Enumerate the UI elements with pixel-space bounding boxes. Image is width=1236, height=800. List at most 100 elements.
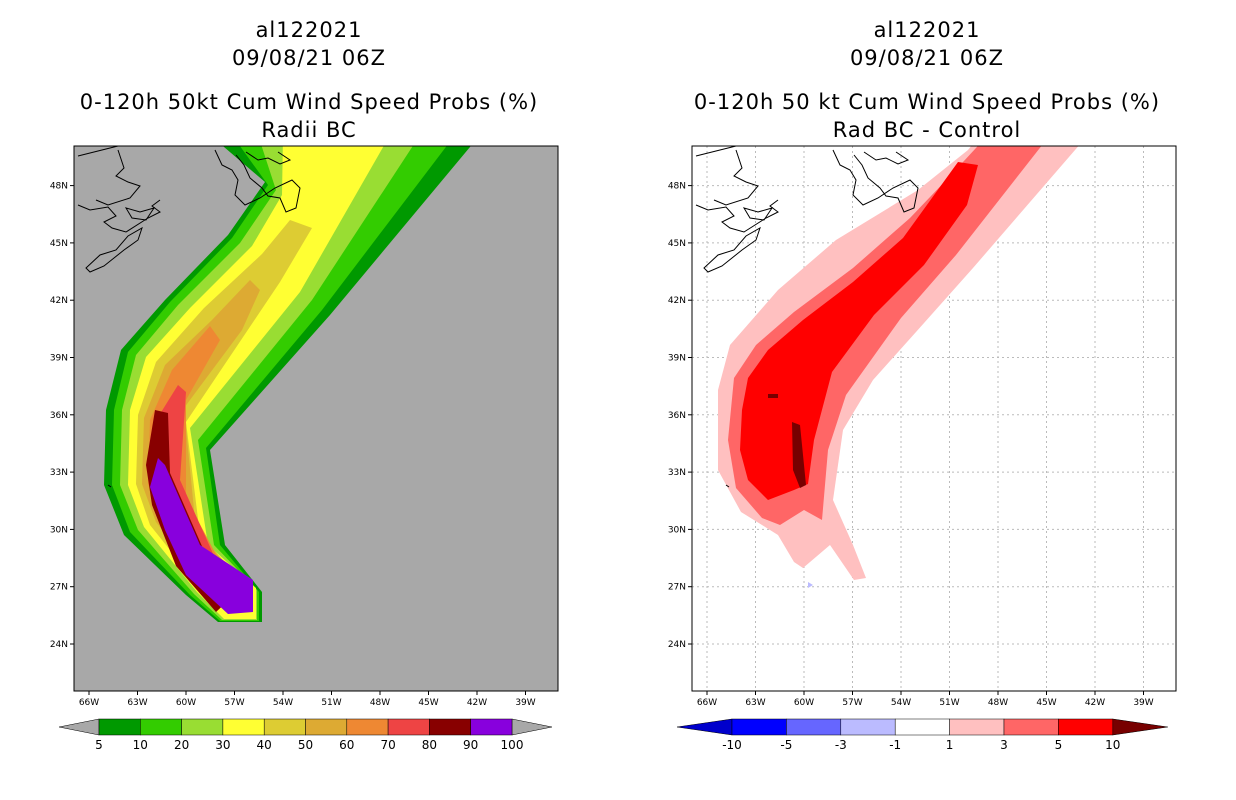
right-lon-axis: 66W 63W 60W 57W 54W 51W 48W 45W 42W 39W [697, 691, 1154, 708]
right-map-svg: 66W 63W 60W 57W 54W 51W 48W 45W 42W 39W 24N 27N 30N… [668, 145, 1177, 752]
colorbar-label: -3 [835, 738, 847, 752]
colorbar-box [222, 718, 265, 736]
left-probability-contours [77, 146, 471, 622]
right-coastline [695, 146, 919, 488]
lat-tick-label: 45N [668, 239, 686, 249]
lat-tick-label: 42N [668, 296, 686, 306]
left-lon-axis: 66W 63W 60W 57W 54W 51W 48W 45W 42W 39W [79, 691, 536, 708]
lon-tick-label: 48W [370, 698, 390, 708]
lon-tick-label: 66W [79, 698, 99, 708]
contour-90 [150, 458, 253, 614]
colorbar-label: 20 [174, 738, 189, 752]
colorbar-box [263, 718, 306, 736]
colorbar-box [786, 718, 842, 736]
colorbar-label: 30 [215, 738, 230, 752]
colorbar-label: 3 [1000, 738, 1008, 752]
right-map-frame [691, 145, 1177, 692]
right-colorbar: -10 -5 -3 -1 1 3 5 10 [676, 718, 1168, 752]
lat-tick-label: 45N [50, 239, 68, 249]
colorbar-label: 60 [339, 738, 354, 752]
lat-tick-label: 33N [50, 468, 68, 478]
left-lat-axis: 24N 27N 30N 33N 36N 39N 42N 45N 48N [50, 182, 74, 650]
colorbar-label: 90 [463, 738, 478, 752]
contour-70 [152, 385, 247, 588]
lon-tick-label: 42W [467, 698, 487, 708]
lon-tick-label: 51W [321, 698, 341, 708]
lon-tick-label: 39W [1133, 698, 1153, 708]
colorbar-box [949, 718, 1005, 736]
lon-tick-label: 45W [418, 698, 438, 708]
left-subtitle: Radii BC [261, 118, 357, 142]
right-lat-axis: 24N 27N 30N 33N 36N 39N 42N 45N 48N [668, 182, 692, 650]
right-product-title: 0-120h 50 kt Cum Wind Speed Probs (%) [693, 90, 1161, 114]
colorbar-box [98, 718, 141, 736]
left-product-title: 0-120h 50kt Cum Wind Speed Probs (%) [79, 90, 539, 114]
lat-tick-label: 36N [50, 411, 68, 421]
lat-tick-label: 48N [50, 182, 68, 192]
diff-above-10 [792, 422, 806, 488]
colorbar-label: 80 [422, 738, 437, 752]
colorbar-lower-arrow [676, 718, 733, 736]
lat-tick-label: 42N [50, 296, 68, 306]
lon-tick-label: 63W [127, 698, 147, 708]
colorbar-upper-arrow [1112, 718, 1168, 736]
lat-tick-label: 48N [668, 182, 686, 192]
colorbar-box [346, 718, 389, 736]
lon-tick-label: 60W [794, 698, 814, 708]
colorbar-box [470, 718, 513, 736]
lon-tick-label: 63W [745, 698, 765, 708]
colorbar-box [181, 718, 224, 736]
lat-tick-label: 30N [668, 525, 686, 535]
left-storm-id: al122021 [255, 18, 363, 42]
right-difference-contours [695, 146, 1079, 588]
coastline [77, 146, 301, 488]
lat-tick-label: 27N [50, 583, 68, 593]
colorbar-box [731, 718, 787, 736]
right-storm-id: al122021 [873, 18, 981, 42]
colorbar-label: 100 [501, 738, 524, 752]
colorbar-label: 40 [257, 738, 272, 752]
lon-tick-label: 60W [176, 698, 196, 708]
colorbar-label: -1 [889, 738, 901, 752]
colorbar-label: -10 [722, 738, 742, 752]
colorbar-box [1003, 718, 1059, 736]
lon-tick-label: 57W [842, 698, 862, 708]
right-panel: al122021 09/08/21 06Z 0-120h 50 kt Cum W… [618, 0, 1236, 800]
lat-tick-label: 33N [668, 468, 686, 478]
colorbar-label: 1 [946, 738, 954, 752]
colorbar-lower-arrow [58, 718, 100, 736]
colorbar-box [140, 718, 182, 736]
diff-above-10-small [768, 394, 778, 398]
left-date: 09/08/21 06Z [231, 46, 387, 70]
lon-tick-label: 39W [515, 698, 535, 708]
lat-tick-label: 24N [50, 640, 68, 650]
right-date: 09/08/21 06Z [849, 46, 1005, 70]
left-map-svg: 66W 63W 60W 57W 54W 51W 48W 45W 42W 39W 24N 27N 30N… [50, 145, 559, 752]
lon-tick-label: 51W [939, 698, 959, 708]
lat-tick-label: 30N [50, 525, 68, 535]
lon-tick-label: 42W [1085, 698, 1105, 708]
colorbar-label: 10 [133, 738, 148, 752]
lat-tick-label: 24N [668, 640, 686, 650]
lat-tick-label: 39N [668, 354, 686, 364]
colorbar-box [387, 718, 430, 736]
colorbar-label: -5 [780, 738, 792, 752]
colorbar-box [1058, 718, 1114, 736]
colorbar-label: 50 [298, 738, 313, 752]
lon-tick-label: 57W [224, 698, 244, 708]
colorbar-box [305, 718, 348, 736]
lon-tick-label: 54W [273, 698, 293, 708]
lat-tick-label: 36N [668, 411, 686, 421]
diff-neg-speck [808, 582, 813, 588]
colorbar-upper-arrow [511, 718, 553, 736]
left-map-frame [73, 145, 559, 692]
lat-tick-label: 39N [50, 354, 68, 364]
lon-tick-label: 45W [1036, 698, 1056, 708]
colorbar-label: 5 [95, 738, 103, 752]
lon-tick-label: 54W [891, 698, 911, 708]
colorbar-label: 5 [1055, 738, 1063, 752]
colorbar-label: 70 [380, 738, 395, 752]
lat-tick-label: 27N [668, 583, 686, 593]
colorbar-box [894, 718, 950, 736]
colorbar-box [840, 718, 896, 736]
